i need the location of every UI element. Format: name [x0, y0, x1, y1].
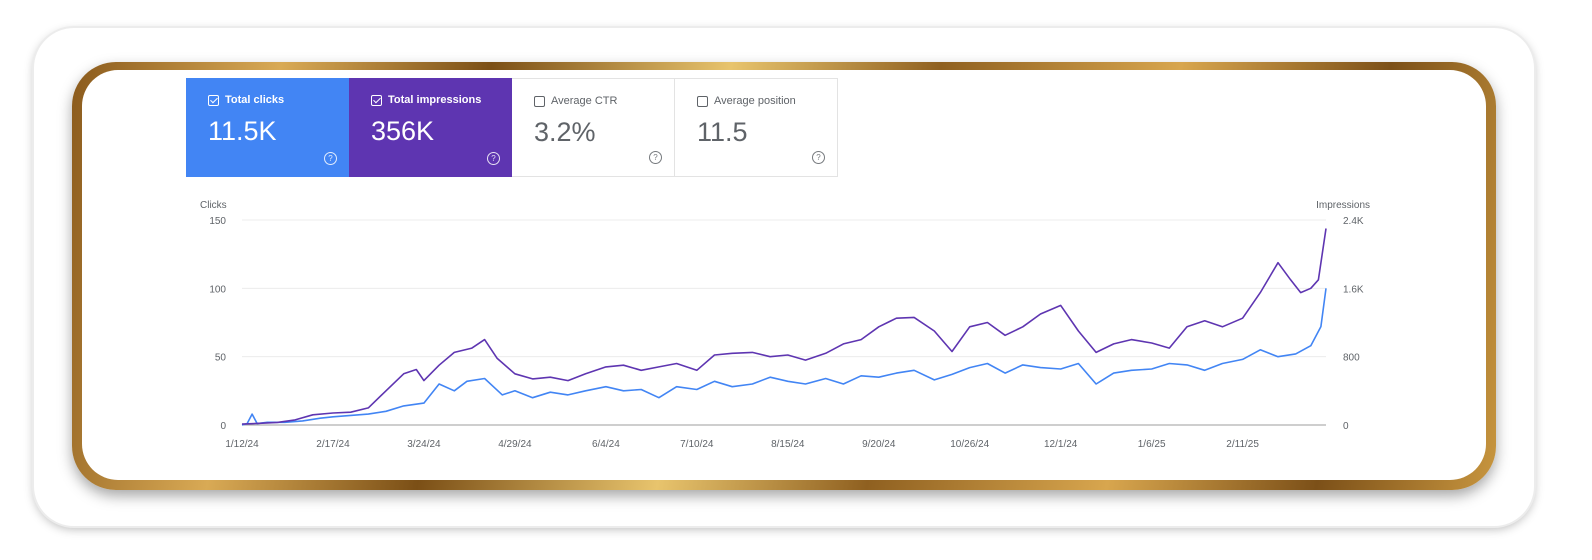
checkbox-icon[interactable] [534, 95, 545, 107]
help-icon[interactable]: ? [812, 151, 825, 164]
tile-header: Total impressions [371, 94, 512, 106]
total-clicks-tile[interactable]: Total clicks 11.5K ? [186, 78, 349, 177]
checkbox-icon[interactable] [697, 95, 708, 107]
average-position-tile[interactable]: Average position 11.5 ? [675, 78, 838, 177]
x-tick-label: 7/10/24 [680, 439, 714, 450]
performance-chart: Clicks Impressions 0 50 100 150 0 800 1.6K 2.4K… [200, 200, 1370, 450]
total-impressions-tile[interactable]: Total impressions 356K ? [349, 78, 512, 177]
x-tick-label: 3/24/24 [407, 439, 441, 450]
x-tick-label: 8/15/24 [771, 439, 805, 450]
metric-value: 356K [371, 116, 435, 146]
clicks-series-line [241, 288, 1327, 426]
right-tick-label: 2.4K [1343, 216, 1364, 227]
x-tick-label: 1/6/25 [1138, 439, 1166, 450]
right-tick-label: 0 [1343, 421, 1349, 432]
performance-panel: Total clicks 11.5K ? Total impressions 3… [82, 70, 1486, 480]
metric-value: 11.5 [697, 117, 748, 147]
tile-header: Total clicks [208, 94, 349, 106]
checkbox-icon[interactable] [371, 94, 382, 106]
checkbox-icon[interactable] [208, 94, 219, 106]
left-tick-label: 50 [215, 353, 227, 364]
x-tick-label: 2/11/25 [1226, 439, 1259, 450]
x-tick-label: 9/20/24 [862, 439, 896, 450]
x-tick-label: 4/29/24 [498, 439, 532, 450]
metric-label: Total impressions [388, 94, 482, 106]
axis-labels: 0 50 100 150 0 800 1.6K 2.4K 1/12/24 2/17/24 3/24/… [209, 216, 1364, 450]
right-tick-label: 800 [1343, 353, 1360, 364]
help-icon[interactable]: ? [649, 151, 662, 164]
tile-header: Average position [697, 95, 837, 107]
metric-label: Average position [714, 95, 796, 107]
help-icon[interactable]: ? [487, 152, 500, 165]
x-tick-label: 12/1/24 [1044, 439, 1078, 450]
help-icon[interactable]: ? [324, 152, 337, 165]
metric-value: 3.2% [534, 117, 596, 147]
metric-label: Average CTR [551, 95, 618, 107]
left-axis-title: Clicks [200, 200, 227, 211]
metric-label: Total clicks [225, 94, 285, 106]
x-tick-label: 1/12/24 [225, 439, 259, 450]
x-tick-label: 10/26/24 [950, 439, 989, 450]
metric-tiles: Total clicks 11.5K ? Total impressions 3… [186, 78, 838, 177]
impressions-series-line [241, 228, 1327, 425]
metric-value: 11.5K [208, 116, 277, 146]
right-axis-title: Impressions [1316, 200, 1370, 211]
x-tick-label: 6/4/24 [592, 439, 620, 450]
left-tick-label: 150 [209, 216, 226, 227]
tile-header: Average CTR [534, 95, 674, 107]
x-tick-label: 2/17/24 [316, 439, 350, 450]
left-tick-label: 100 [209, 284, 226, 295]
grid [242, 219, 1326, 426]
right-tick-label: 1.6K [1343, 284, 1364, 295]
average-ctr-tile[interactable]: Average CTR 3.2% ? [512, 78, 675, 177]
series-lines [241, 228, 1327, 426]
left-tick-label: 0 [220, 421, 226, 432]
